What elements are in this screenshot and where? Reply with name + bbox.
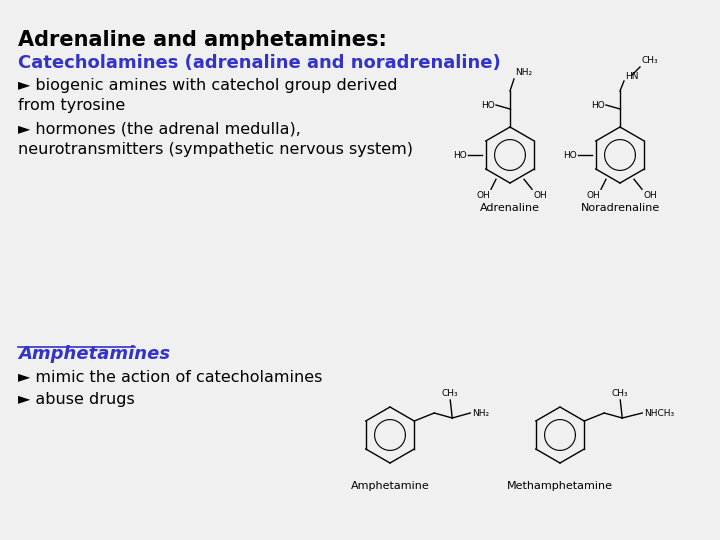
Text: Catecholamines (adrenaline and noradrenaline): Catecholamines (adrenaline and noradrena… [18, 54, 500, 72]
Text: CH₃: CH₃ [442, 389, 459, 398]
Text: NH₂: NH₂ [515, 68, 532, 77]
Text: HO: HO [454, 151, 467, 159]
Text: CH₃: CH₃ [612, 389, 629, 398]
Text: NH₂: NH₂ [472, 408, 490, 417]
Text: OH: OH [533, 191, 546, 200]
Text: ► mimic the action of catecholamines: ► mimic the action of catecholamines [18, 370, 323, 385]
Text: OH: OH [476, 191, 490, 200]
Text: CH₃: CH₃ [641, 56, 657, 65]
Text: HO: HO [591, 100, 605, 110]
Text: ► biogenic amines with catechol group derived
from tyrosine: ► biogenic amines with catechol group de… [18, 78, 397, 113]
Text: HN: HN [625, 72, 639, 81]
Text: Methamphetamine: Methamphetamine [507, 481, 613, 491]
Text: Amphetamine: Amphetamine [351, 481, 429, 491]
Text: ► hormones (the adrenal medulla),
neurotransmitters (sympathetic nervous system): ► hormones (the adrenal medulla), neurot… [18, 122, 413, 157]
Text: Amphetamines: Amphetamines [18, 345, 170, 363]
Text: Adrenaline and amphetamines:: Adrenaline and amphetamines: [18, 30, 387, 50]
Text: OH: OH [586, 191, 600, 200]
Text: HO: HO [481, 100, 495, 110]
Text: OH: OH [643, 191, 657, 200]
Text: Adrenaline: Adrenaline [480, 203, 540, 213]
Text: ► abuse drugs: ► abuse drugs [18, 392, 135, 407]
Text: Noradrenaline: Noradrenaline [580, 203, 660, 213]
Text: NHCH₃: NHCH₃ [644, 408, 675, 417]
Text: HO: HO [563, 151, 577, 159]
